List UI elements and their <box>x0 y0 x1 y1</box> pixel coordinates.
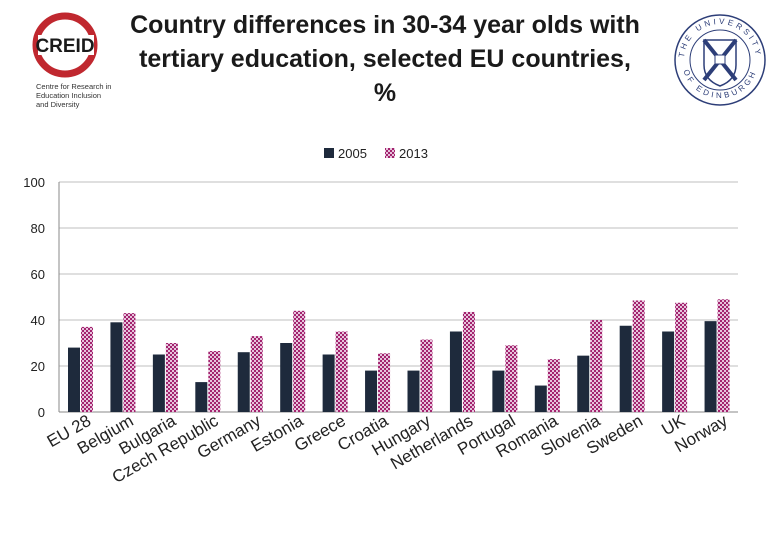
bar-2005 <box>577 355 590 412</box>
crest-inner-ring <box>689 29 751 91</box>
y-tick-label: 40 <box>31 313 45 328</box>
bar-2013 <box>505 345 518 412</box>
y-tick-label: 60 <box>31 267 45 282</box>
y-tick-label: 20 <box>31 359 45 374</box>
bar-2005 <box>407 370 420 412</box>
bar-2005 <box>449 331 462 412</box>
bar-2013 <box>420 339 433 412</box>
legend-swatch-2013 <box>385 148 395 158</box>
legend-swatch-2005 <box>324 148 334 158</box>
bar-2013 <box>675 302 688 412</box>
bar-2013 <box>208 351 221 412</box>
creid-caption-line: Centre for Research in <box>36 82 112 91</box>
bar-2013 <box>123 313 136 412</box>
bar-2013 <box>547 359 560 412</box>
y-tick-label: 80 <box>31 221 45 236</box>
creid-logo-name: CREID <box>35 36 94 57</box>
y-tick-label: 100 <box>23 175 45 190</box>
bar-2005 <box>110 322 123 412</box>
bar-2013 <box>590 320 603 412</box>
creid-caption-line: Education Inclusion <box>36 91 102 100</box>
bar-2013 <box>165 343 178 412</box>
legend-label-2013: 2013 <box>399 146 428 161</box>
legend: 2005 2013 <box>324 146 428 161</box>
university-logo: THE UNIVERSITY OF EDINBURGH <box>670 10 770 110</box>
bar-2005 <box>68 347 80 412</box>
creid-caption: Centre for Research in Education Inclusi… <box>36 82 111 109</box>
bar-2005 <box>152 354 165 412</box>
university-crest: THE UNIVERSITY OF EDINBURGH <box>674 14 766 106</box>
crest-outer-ring <box>674 14 766 106</box>
bar-2013 <box>462 311 475 412</box>
bar-2005 <box>280 343 293 412</box>
bar-2013 <box>335 331 348 412</box>
bar-2005 <box>662 331 675 412</box>
bar-2013 <box>632 300 645 412</box>
legend-label-2005: 2005 <box>338 146 367 161</box>
bar-2005 <box>237 352 250 412</box>
bar-2013 <box>293 310 306 412</box>
bar-2013 <box>717 299 730 412</box>
bar-2013 <box>250 336 263 412</box>
creid-logo-mark: CREID <box>32 12 98 78</box>
bar-2005 <box>704 321 717 412</box>
bar-2013 <box>378 353 391 412</box>
creid-ring-gap <box>38 35 94 55</box>
crest-book-icon <box>714 54 726 65</box>
bar-2005 <box>365 370 378 412</box>
bar-2005 <box>195 382 208 412</box>
bar-2013 <box>81 326 93 412</box>
creid-caption-line: and Diversity <box>36 100 80 109</box>
creid-logo: CREID Centre for Research in Education I… <box>28 12 128 117</box>
bars <box>68 299 730 412</box>
page-title: Country differences in 30-34 year olds w… <box>130 11 640 107</box>
bar-2005 <box>619 325 632 412</box>
bar-2005 <box>322 354 335 412</box>
bar-2005 <box>492 370 505 412</box>
bar-2005 <box>534 385 547 412</box>
y-tick-label: 0 <box>38 405 45 420</box>
